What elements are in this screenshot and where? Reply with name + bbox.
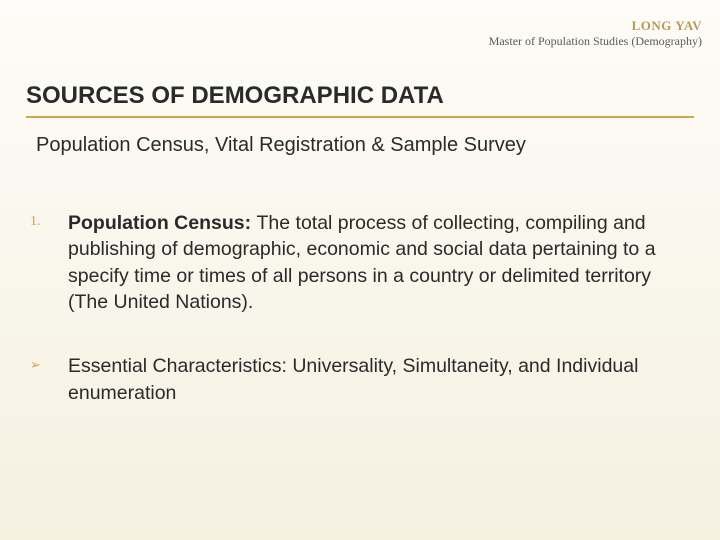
list-item: ➢ Essential Characteristics: Universalit… — [30, 353, 690, 406]
list-marker-number: 1. — [30, 210, 68, 315]
author-name: LONG YAV — [489, 18, 702, 34]
list-item-lead: Population Census: — [68, 212, 257, 234]
list-marker-arrow: ➢ — [30, 353, 68, 406]
page-subtitle: Population Census, Vital Registration & … — [36, 134, 526, 157]
list-item-body: Essential Characteristics: Universality,… — [68, 353, 690, 406]
list-item: 1. Population Census: The total process … — [30, 210, 690, 315]
page-title: SOURCES OF DEMOGRAPHIC DATA — [26, 82, 694, 118]
author-subtitle: Master of Population Studies (Demography… — [489, 34, 702, 49]
content-area: 1. Population Census: The total process … — [30, 210, 690, 444]
header-attribution: LONG YAV Master of Population Studies (D… — [489, 18, 702, 49]
list-item-body: Population Census: The total process of … — [68, 210, 690, 315]
list-item-text: Essential Characteristics: Universality,… — [68, 355, 638, 403]
